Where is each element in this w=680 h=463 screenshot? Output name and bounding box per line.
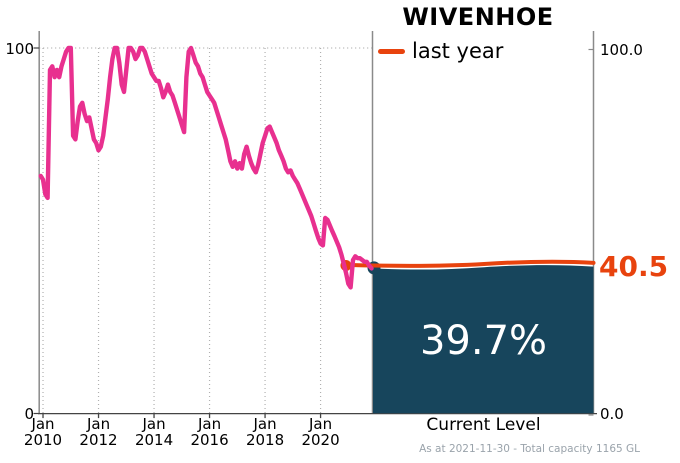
footnote: As at 2021-11-30 - Total capacity 1165 G… <box>419 443 640 455</box>
x-tick-label: Jan 2012 <box>79 415 118 449</box>
x-tick-label: Jan 2020 <box>301 415 340 449</box>
x-tick-label: Jan 2018 <box>245 415 285 449</box>
legend: last year <box>378 38 503 64</box>
history-line <box>38 45 374 290</box>
last-year-line-icon <box>378 48 405 54</box>
left-axis-tick-100: 100 <box>5 40 34 58</box>
last-year-value: 40.5 <box>599 250 669 283</box>
current-level-area <box>373 265 594 414</box>
legend-label-last-year: last year <box>412 39 504 63</box>
page-title: WIVENHOE <box>402 3 554 31</box>
current-level-percent: 39.7% <box>419 318 548 364</box>
x-tick-label: Jan 2010 <box>23 415 63 449</box>
x-tick-label: Jan 2014 <box>134 415 174 449</box>
right-axis-tick-0: 0.0 <box>600 405 624 423</box>
current-level-label: Current Level <box>426 415 541 435</box>
last-year-line <box>343 259 596 268</box>
left-axis-tick-0: 0 <box>24 405 34 423</box>
x-tick-label: Jan 2016 <box>190 415 229 449</box>
right-axis-tick-100: 100.0 <box>600 41 643 59</box>
